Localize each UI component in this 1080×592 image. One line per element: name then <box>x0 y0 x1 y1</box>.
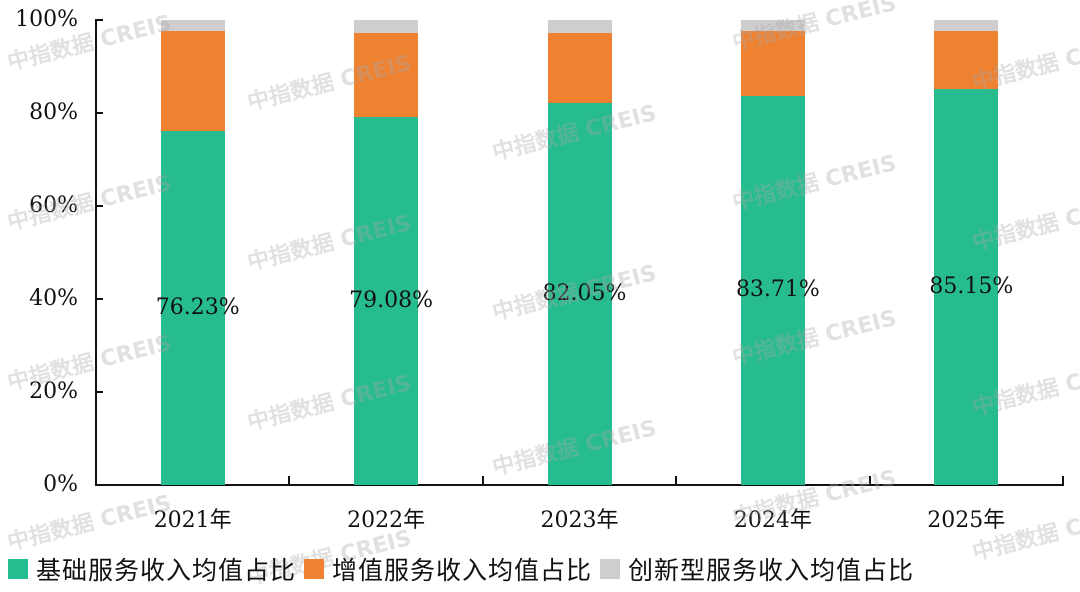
x-tick-label: 2025年 <box>927 508 1006 533</box>
bar-segment-2 <box>547 20 612 34</box>
bar-segment-0 <box>934 89 999 485</box>
bar-segment-0 <box>354 117 419 485</box>
legend-swatch-icon <box>304 559 325 579</box>
data-label: 83.71% <box>735 277 820 303</box>
y-tick-mark <box>95 484 103 486</box>
x-axis-line <box>95 484 1064 486</box>
legend-item: 创新型服务收入均值占比 <box>600 551 914 587</box>
data-label: 85.15% <box>929 274 1014 300</box>
legend-label: 创新型服务收入均值占比 <box>628 556 915 585</box>
bar-2025年 <box>934 20 999 485</box>
x-tick-label: 2021年 <box>153 508 232 533</box>
bar-segment-0 <box>740 95 805 485</box>
x-tick-label: 2023年 <box>540 508 619 533</box>
bar-segment-1 <box>934 31 999 90</box>
y-tick-mark <box>95 298 103 300</box>
bar-2021年 <box>160 20 225 485</box>
legend-swatch-icon <box>600 559 621 579</box>
y-axis-line <box>95 20 97 486</box>
y-tick-mark <box>95 19 103 21</box>
legend-label: 增值服务收入均值占比 <box>332 556 593 585</box>
legend: 基础服务收入均值占比 增值服务收入均值占比 创新型服务收入均值占比 <box>8 553 922 585</box>
data-label: 76.23% <box>155 294 240 320</box>
y-tick-label: 0% <box>43 472 78 497</box>
x-tick-mark <box>481 476 484 485</box>
legend-item: 增值服务收入均值占比 <box>304 551 592 587</box>
bar-2024年 <box>740 20 805 485</box>
bar-segment-2 <box>354 20 419 34</box>
x-tick-mark <box>288 476 291 485</box>
bar-segment-1 <box>354 33 419 118</box>
bar-segment-1 <box>740 31 805 96</box>
bar-segment-1 <box>547 33 612 104</box>
y-tick-label: 20% <box>29 379 78 404</box>
legend-label: 基础服务收入均值占比 <box>36 556 297 585</box>
y-tick-label: 40% <box>29 286 78 311</box>
y-tick-mark <box>95 391 103 393</box>
bar-segment-2 <box>740 20 805 32</box>
data-label: 82.05% <box>542 281 627 307</box>
x-tick-label: 2022年 <box>347 508 426 533</box>
bar-segment-0 <box>547 103 612 485</box>
x-tick-mark <box>95 476 97 485</box>
x-tick-label: 2024年 <box>733 508 812 533</box>
bar-segment-2 <box>160 20 225 32</box>
y-tick-label: 80% <box>29 100 78 125</box>
y-tick-label: 100% <box>15 7 78 32</box>
y-tick-mark <box>95 112 103 114</box>
x-tick-mark <box>868 476 871 485</box>
x-tick-mark <box>675 476 678 485</box>
bar-segment-2 <box>934 20 999 32</box>
data-label: 79.08% <box>349 288 434 314</box>
x-tick-mark <box>1062 476 1064 485</box>
y-tick-mark <box>95 205 103 207</box>
legend-item: 基础服务收入均值占比 <box>8 551 296 587</box>
y-tick-label: 60% <box>29 193 78 218</box>
bar-segment-0 <box>160 130 225 485</box>
legend-swatch-icon <box>8 559 28 579</box>
bar-2022年 <box>354 20 419 485</box>
bar-segment-1 <box>160 31 225 131</box>
bar-2023年 <box>547 20 612 485</box>
